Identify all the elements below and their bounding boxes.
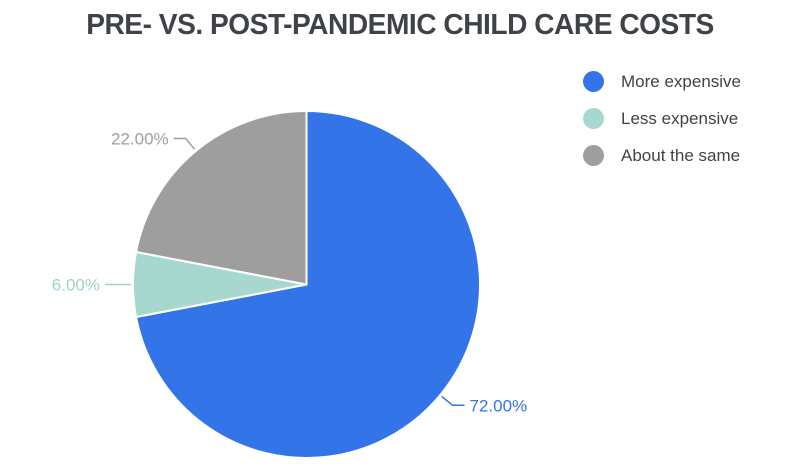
legend-item-about-the-same[interactable]: About the same xyxy=(583,137,741,174)
legend-item-more-expensive[interactable]: More expensive xyxy=(583,63,741,100)
legend-label-less-expensive: Less expensive xyxy=(621,108,739,128)
slice-value-label-more-expensive: 72.00% xyxy=(470,396,528,415)
slice-value-label-less-expensive: 6.00% xyxy=(52,276,100,295)
pie-slice-about-the-same[interactable] xyxy=(135,110,308,286)
slice-leader-line-more-expensive xyxy=(441,395,465,407)
slice-value-label-about-the-same: 22.00% xyxy=(111,130,169,149)
legend-swatch-less-expensive-icon xyxy=(583,108,604,129)
legend-label-about-the-same: About the same xyxy=(621,145,741,165)
chart-title: PRE- VS. POST-PANDEMIC CHILD CARE COSTS xyxy=(86,9,714,41)
chart-legend: More expensive Less expensive About the … xyxy=(583,63,741,174)
legend-item-less-expensive[interactable]: Less expensive xyxy=(583,100,741,137)
legend-swatch-about-the-same-icon xyxy=(583,145,604,166)
slice-leader-line-about-the-same xyxy=(173,137,196,150)
pie-slice-more-expensive[interactable] xyxy=(135,110,481,459)
legend-swatch-more-expensive-icon xyxy=(583,71,604,92)
legend-label-more-expensive: More expensive xyxy=(621,71,742,91)
